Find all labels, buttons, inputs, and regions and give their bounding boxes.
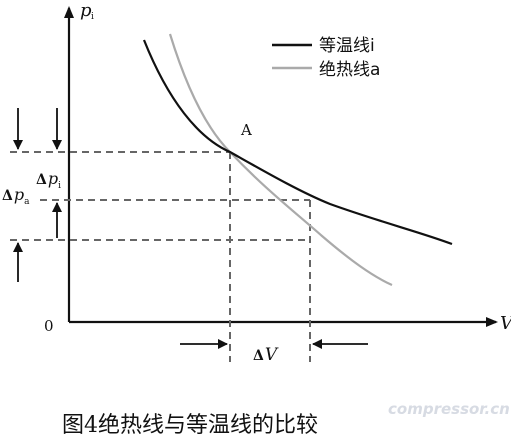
x-axis-label: V bbox=[500, 313, 511, 334]
watermark: compressor.cn bbox=[388, 400, 510, 418]
delta-v-label: ΔV bbox=[253, 345, 279, 365]
legend-adiabatic-label: 绝热线a bbox=[319, 60, 380, 80]
legend: 等温线i 绝热线a bbox=[272, 36, 380, 80]
y-axis-label: p bbox=[80, 0, 92, 21]
adiabatic-curve bbox=[168, 33, 393, 287]
figure-caption: 图4绝热线与等温线的比较 bbox=[62, 413, 318, 438]
isothermal-curve bbox=[142, 39, 453, 246]
origin-label: 0 bbox=[44, 317, 54, 335]
delta-pa-label: Δpa bbox=[2, 185, 30, 207]
delta-pi-label: Δpi bbox=[36, 169, 61, 191]
legend-isothermal-label: 等温线i bbox=[319, 36, 375, 56]
point-a-label: A bbox=[240, 121, 252, 139]
y-axis-label-sub: i bbox=[91, 12, 94, 22]
